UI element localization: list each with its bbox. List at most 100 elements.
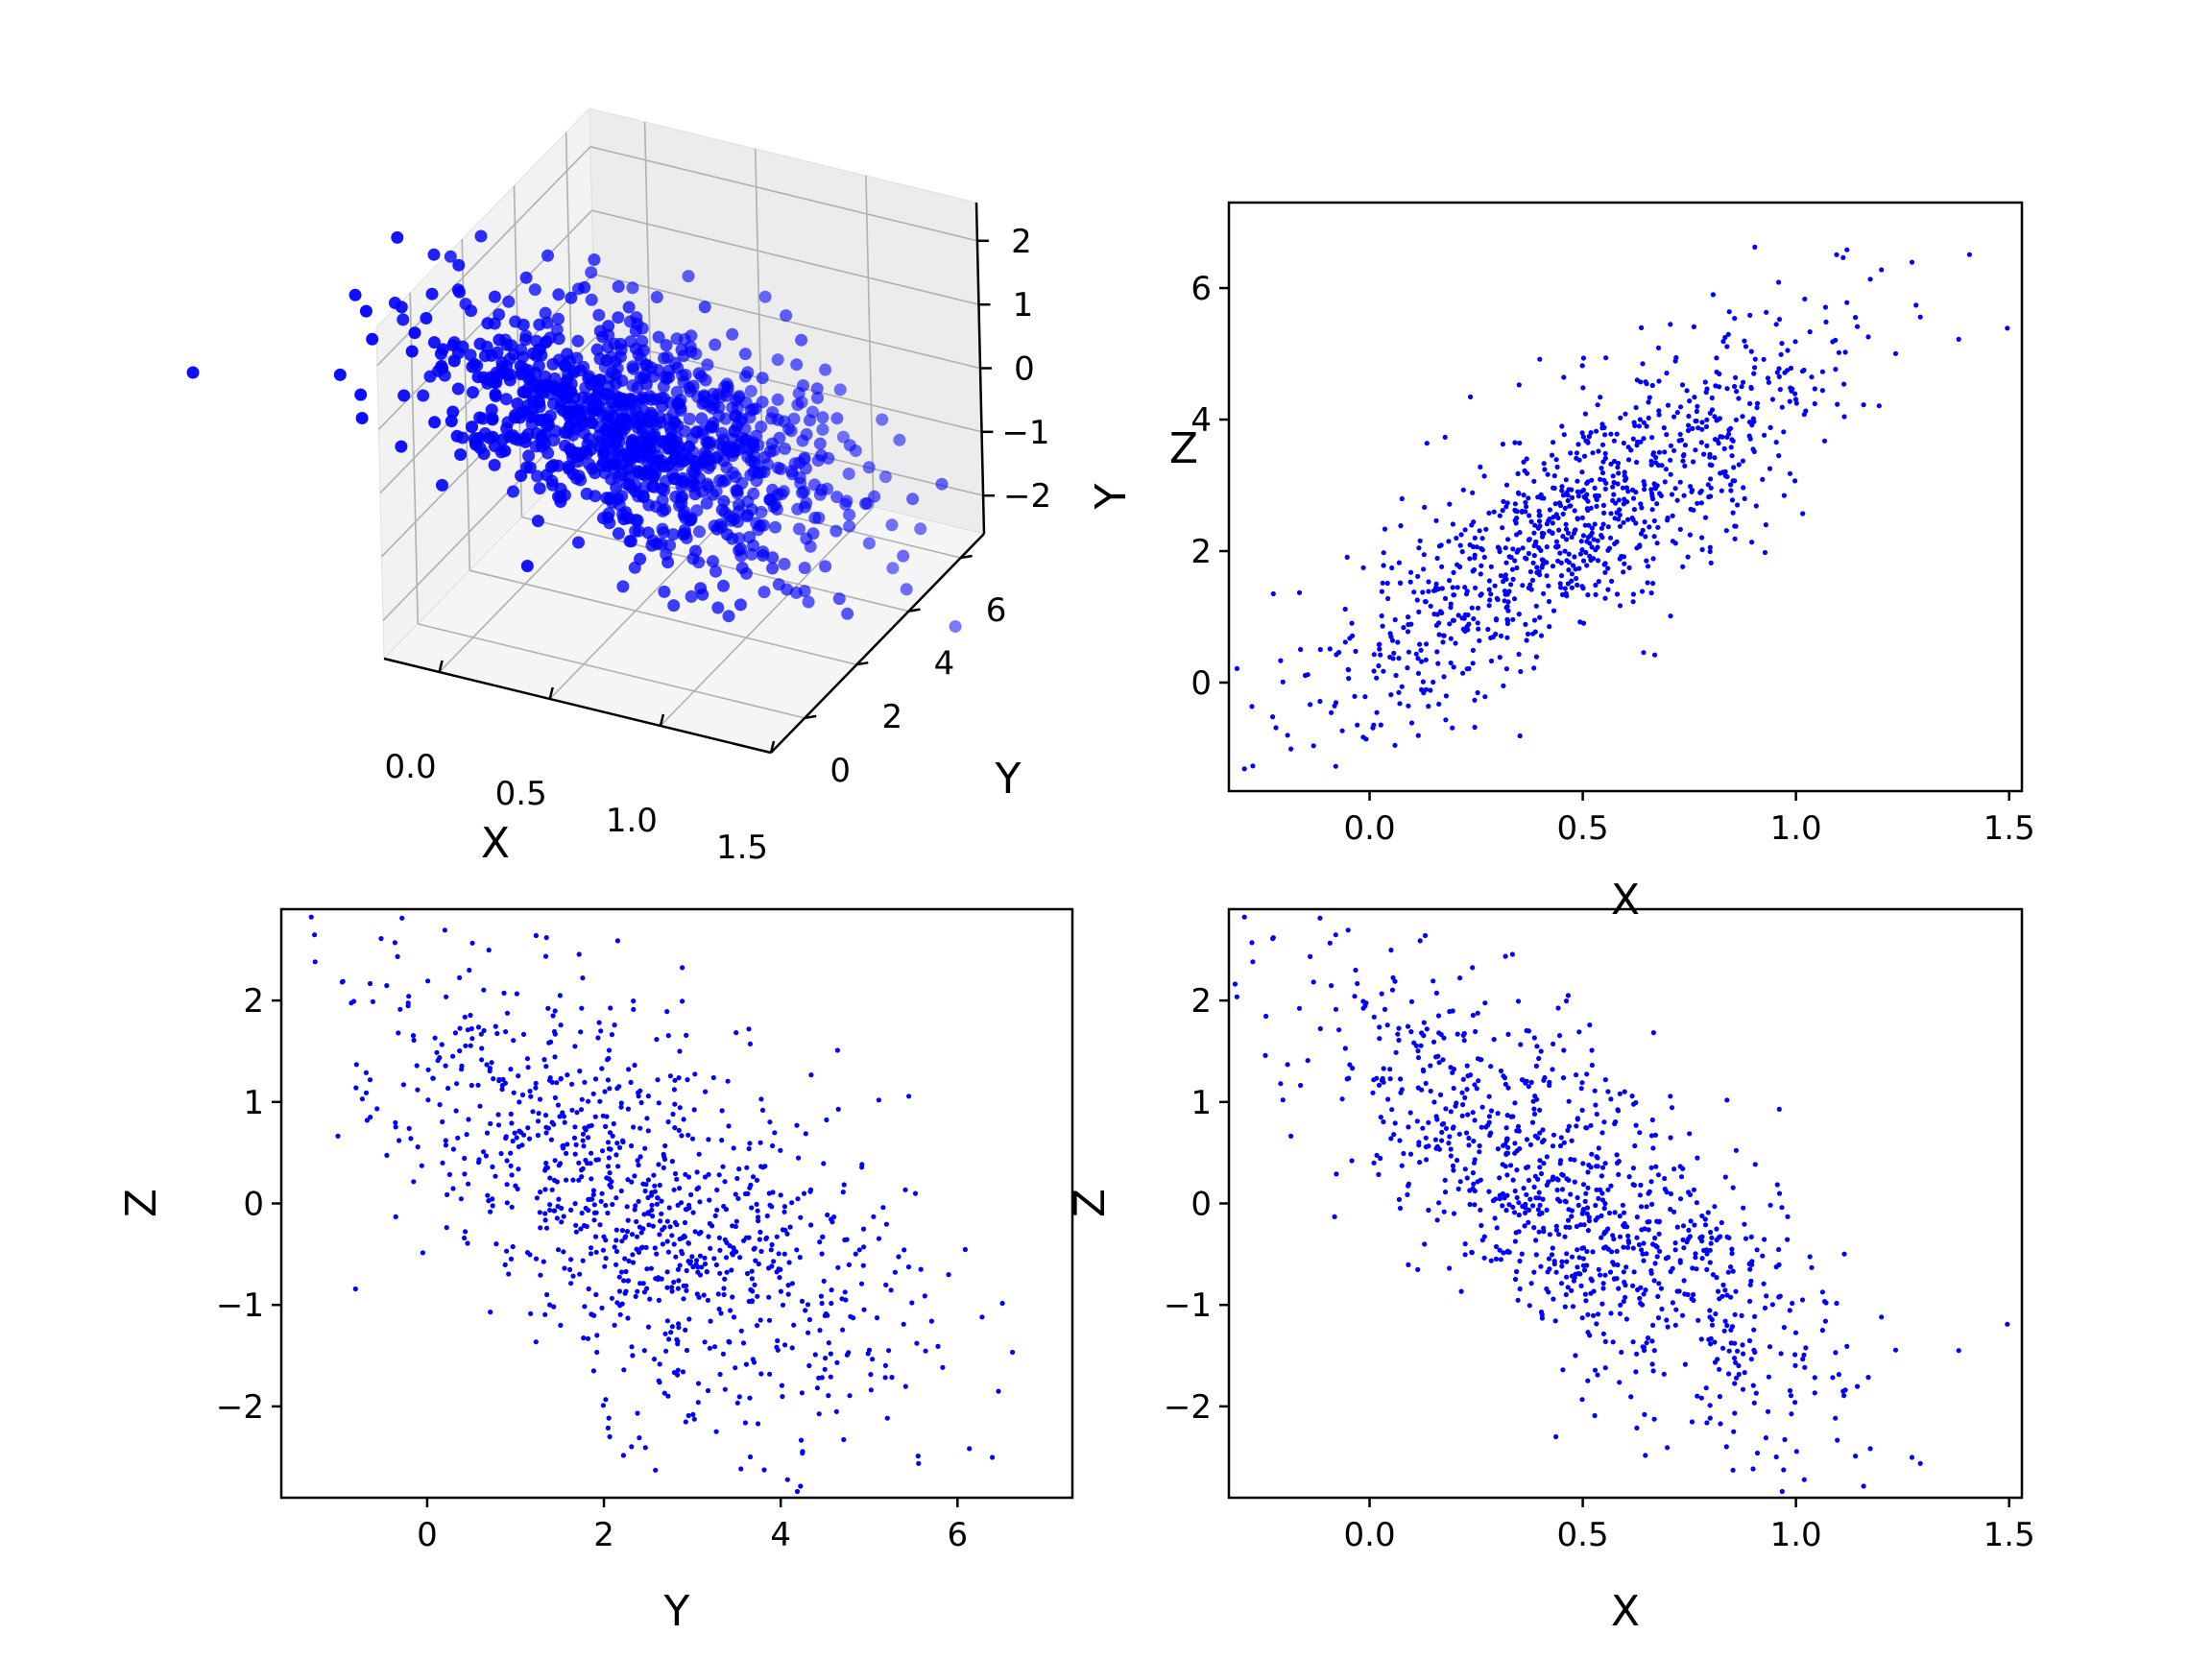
scatter-point <box>1559 488 1565 493</box>
3d-scatter-point <box>593 374 607 388</box>
scatter-point <box>1746 1261 1752 1267</box>
scatter-point <box>466 1117 471 1122</box>
scatter-point <box>1562 586 1568 591</box>
scatter-point <box>1726 427 1732 433</box>
scatter-point <box>486 948 492 953</box>
scatter-point <box>504 1010 511 1016</box>
scatter-point <box>674 1176 680 1182</box>
3d-scatter-point <box>533 482 546 495</box>
3d-scatter-point <box>747 441 760 454</box>
3d-y-axis-label: Y <box>995 755 1022 804</box>
scatter-point <box>1442 1177 1448 1183</box>
scatter-point <box>840 1327 846 1333</box>
scatter-point <box>1431 679 1436 685</box>
scatter-point <box>1686 1190 1692 1195</box>
scatter-point <box>481 987 487 993</box>
scatter-point <box>1377 1036 1382 1042</box>
scatter-point <box>1781 1467 1787 1473</box>
scatter-point <box>777 1275 782 1281</box>
scatter-point <box>1777 1293 1783 1299</box>
scatter-point <box>1714 355 1719 361</box>
3d-scatter-point <box>488 375 501 389</box>
scatter-point <box>801 1190 807 1196</box>
scatter-point <box>1625 489 1631 494</box>
scatter-point <box>592 1076 599 1082</box>
scatter-point <box>1630 1182 1636 1188</box>
3d-scatter-point <box>747 402 760 416</box>
3d-gridline <box>660 506 875 727</box>
scatter-point <box>508 1150 514 1156</box>
scatter-point <box>1385 1096 1391 1102</box>
scatter-point <box>1723 1444 1729 1450</box>
scatter-point <box>1541 495 1547 501</box>
scatter-point <box>1329 709 1334 715</box>
scatter-point <box>457 1025 463 1031</box>
scatter-point <box>1713 1310 1719 1317</box>
x-axis-label: X <box>1611 876 1640 925</box>
scatter-point <box>602 1263 608 1269</box>
scatter-point <box>1583 1298 1589 1304</box>
3d-scatter-point <box>613 337 627 350</box>
scatter-point <box>999 1300 1005 1307</box>
scatter-point <box>1418 1043 1424 1048</box>
scatter-point <box>1537 356 1543 362</box>
scatter-point <box>1441 1035 1447 1041</box>
scatter-point <box>1575 478 1580 484</box>
scatter-point <box>1608 1310 1614 1316</box>
scatter-point <box>1585 1185 1591 1190</box>
scatter-point <box>1485 1122 1491 1128</box>
scatter-point <box>1249 704 1255 709</box>
scatter-point <box>1807 329 1813 335</box>
scatter-point <box>626 1258 632 1264</box>
scatter-point <box>504 1248 510 1254</box>
scatter-point <box>1450 521 1455 527</box>
scatter-point <box>1642 487 1647 493</box>
scatter-point <box>1648 458 1654 464</box>
scatter-point <box>642 1145 648 1151</box>
scatter-point <box>1353 967 1358 974</box>
scatter-point <box>1966 252 1972 257</box>
scatter-point <box>1671 447 1677 453</box>
y-tick-label: 0 <box>1190 664 1212 703</box>
scatter-point <box>697 1253 704 1259</box>
3d-scatter-point <box>643 390 657 403</box>
scatter-point <box>1574 1223 1579 1230</box>
scatter-point <box>1500 1162 1505 1167</box>
scatter-point <box>624 1229 631 1235</box>
scatter-point <box>1844 1343 1850 1349</box>
scatter-point <box>1371 668 1377 674</box>
scatter-point <box>1668 613 1673 619</box>
scatter-point <box>1493 616 1500 622</box>
3d-scatter-point <box>670 436 684 449</box>
scatter-point <box>817 1239 823 1245</box>
scatter-point <box>1479 1222 1484 1229</box>
scatter-point <box>1510 616 1516 622</box>
scatter-point <box>1677 1196 1684 1202</box>
3d-scatter-point <box>514 359 527 373</box>
scatter-point <box>439 1042 445 1047</box>
3d-z-tick-label: 2 <box>1011 223 1032 261</box>
3d-scatter-point <box>949 620 962 633</box>
scatter-point <box>1776 1190 1783 1196</box>
scatter-point <box>1747 1298 1753 1304</box>
scatter-point <box>679 1248 685 1254</box>
scatter-point <box>1599 442 1606 447</box>
scatter-point <box>979 1314 985 1320</box>
scatter-point <box>906 1094 912 1099</box>
scatter-point <box>1724 386 1730 392</box>
scatter-point <box>1653 460 1659 466</box>
scatter-point <box>1553 539 1559 544</box>
3d-scatter-point <box>721 528 733 541</box>
scatter-point <box>1588 1122 1594 1128</box>
scatter-point <box>1867 1446 1873 1452</box>
scatter-point <box>1492 1215 1498 1221</box>
scatter-point <box>1564 1274 1570 1280</box>
scatter-point <box>1392 978 1398 984</box>
3d-scatter-point <box>629 342 642 355</box>
scatter-point <box>1599 525 1604 531</box>
scatter-point <box>1735 502 1741 508</box>
3d-scatter-point <box>741 366 755 379</box>
scatter-point <box>1672 1240 1678 1246</box>
scatter-point <box>1503 1138 1509 1143</box>
scatter-point <box>1443 1106 1449 1112</box>
